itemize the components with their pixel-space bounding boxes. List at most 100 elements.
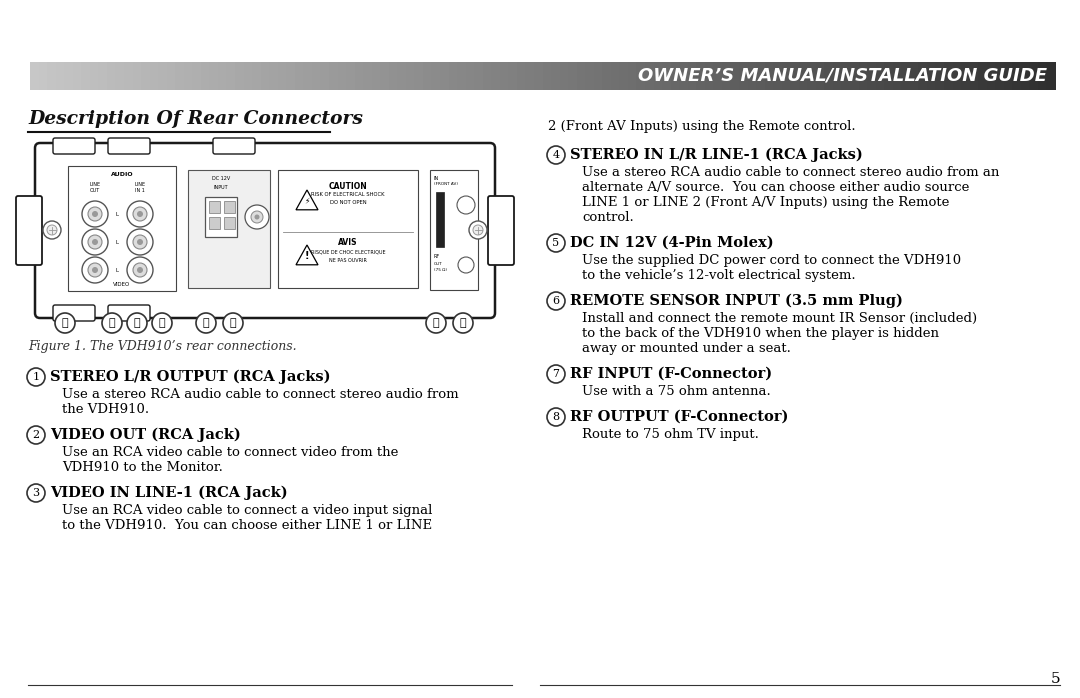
Text: OUT: OUT: [434, 262, 443, 266]
Bar: [713, 62, 723, 90]
Text: VIDEO: VIDEO: [113, 282, 131, 287]
Bar: [133, 62, 141, 90]
Bar: [210, 201, 220, 213]
Bar: [286, 62, 295, 90]
Bar: [978, 62, 987, 90]
Bar: [98, 62, 107, 90]
Circle shape: [87, 235, 102, 249]
Bar: [158, 62, 167, 90]
Bar: [354, 62, 364, 90]
Bar: [48, 62, 56, 90]
Circle shape: [133, 235, 147, 249]
Bar: [406, 62, 415, 90]
Text: Figure 1. The VDH910’s rear connections.: Figure 1. The VDH910’s rear connections.: [28, 340, 297, 353]
Bar: [645, 62, 654, 90]
Bar: [970, 62, 978, 90]
Bar: [927, 62, 936, 90]
Bar: [244, 62, 253, 90]
Bar: [807, 62, 816, 90]
Text: 2: 2: [32, 430, 40, 440]
Bar: [269, 62, 279, 90]
Bar: [363, 62, 373, 90]
Bar: [107, 62, 116, 90]
Text: ②: ②: [109, 318, 116, 328]
Bar: [662, 62, 671, 90]
Circle shape: [137, 267, 143, 273]
Circle shape: [426, 313, 446, 333]
Bar: [278, 170, 418, 288]
Bar: [201, 62, 210, 90]
Text: ⚡: ⚡: [305, 197, 310, 205]
Bar: [885, 62, 893, 90]
Bar: [756, 62, 765, 90]
Circle shape: [458, 257, 474, 273]
Text: AVIS: AVIS: [338, 238, 357, 247]
Text: REMOTE SENSOR INPUT (3.5 mm Plug): REMOTE SENSOR INPUT (3.5 mm Plug): [570, 294, 903, 309]
Circle shape: [457, 196, 475, 214]
Bar: [577, 62, 585, 90]
Text: (FRONT AV): (FRONT AV): [434, 182, 458, 186]
Circle shape: [92, 267, 98, 273]
Circle shape: [137, 211, 143, 217]
Text: ①: ①: [62, 318, 68, 328]
Text: alternate A/V source.  You can choose either audio source: alternate A/V source. You can choose eit…: [582, 181, 970, 194]
Circle shape: [127, 201, 153, 227]
Text: VIDEO OUT (RCA Jack): VIDEO OUT (RCA Jack): [50, 428, 241, 443]
Text: OWNER’S MANUAL/INSTALLATION GUIDE: OWNER’S MANUAL/INSTALLATION GUIDE: [638, 67, 1047, 85]
Bar: [39, 62, 48, 90]
Text: LINE: LINE: [90, 182, 100, 187]
Bar: [224, 217, 235, 229]
Bar: [901, 62, 910, 90]
Bar: [440, 62, 449, 90]
Text: STEREO IN L/R LINE-1 (RCA Jacks): STEREO IN L/R LINE-1 (RCA Jacks): [570, 148, 863, 163]
Bar: [210, 217, 220, 229]
Bar: [252, 62, 261, 90]
Bar: [909, 62, 919, 90]
Circle shape: [473, 225, 483, 235]
Circle shape: [27, 426, 45, 444]
Bar: [551, 62, 561, 90]
Bar: [791, 62, 799, 90]
Bar: [679, 62, 688, 90]
Circle shape: [255, 214, 259, 219]
Circle shape: [133, 207, 147, 221]
Bar: [688, 62, 697, 90]
Bar: [218, 62, 227, 90]
Circle shape: [87, 207, 102, 221]
Bar: [491, 62, 500, 90]
Bar: [995, 62, 1004, 90]
Bar: [483, 62, 491, 90]
Bar: [389, 62, 397, 90]
Bar: [953, 62, 961, 90]
Bar: [303, 62, 312, 90]
Bar: [542, 62, 552, 90]
Bar: [423, 62, 432, 90]
Bar: [81, 62, 91, 90]
Circle shape: [546, 292, 565, 310]
Bar: [815, 62, 825, 90]
Circle shape: [152, 313, 172, 333]
Bar: [611, 62, 620, 90]
Bar: [517, 62, 526, 90]
Text: 5: 5: [553, 238, 559, 248]
Text: 1: 1: [32, 372, 40, 382]
Bar: [841, 62, 851, 90]
Circle shape: [195, 313, 216, 333]
Circle shape: [453, 313, 473, 333]
FancyBboxPatch shape: [53, 305, 95, 321]
Text: to the vehicle’s 12-volt electrical system.: to the vehicle’s 12-volt electrical syst…: [582, 269, 855, 282]
Text: STEREO L/R OUTPUT (RCA Jacks): STEREO L/R OUTPUT (RCA Jacks): [50, 370, 330, 385]
Bar: [124, 62, 133, 90]
Bar: [372, 62, 381, 90]
Circle shape: [133, 263, 147, 277]
Circle shape: [102, 313, 122, 333]
Bar: [68, 166, 176, 291]
Text: DC 12V: DC 12V: [212, 176, 230, 181]
Bar: [824, 62, 834, 90]
Text: Route to 75 ohm TV input.: Route to 75 ohm TV input.: [582, 428, 759, 441]
Text: the VDH910.: the VDH910.: [62, 403, 149, 416]
Text: VDH910 to the Monitor.: VDH910 to the Monitor.: [62, 461, 222, 474]
Text: LINE 1 or LINE 2 (Front A/V Inputs) using the Remote: LINE 1 or LINE 2 (Front A/V Inputs) usin…: [582, 196, 949, 209]
Text: L: L: [116, 211, 119, 216]
Text: VIDEO IN LINE-1 (RCA Jack): VIDEO IN LINE-1 (RCA Jack): [50, 486, 287, 500]
